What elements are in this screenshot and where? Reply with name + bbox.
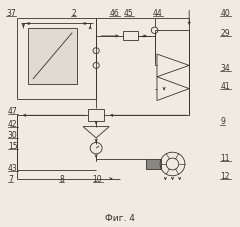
- Bar: [123, 32, 138, 41]
- Text: Фиг. 4: Фиг. 4: [105, 213, 135, 222]
- Bar: [88, 110, 104, 122]
- Text: 15: 15: [8, 142, 18, 151]
- Text: 10: 10: [93, 174, 102, 183]
- Text: 11: 11: [220, 153, 230, 162]
- Bar: [146, 160, 161, 169]
- Bar: [28, 29, 77, 84]
- Text: 42: 42: [8, 119, 18, 128]
- Text: 7: 7: [8, 174, 13, 183]
- Text: 9: 9: [220, 117, 225, 126]
- Text: 41: 41: [220, 82, 230, 91]
- Text: 44: 44: [153, 9, 163, 17]
- Text: 30: 30: [8, 131, 18, 139]
- Text: 43: 43: [8, 163, 18, 172]
- Text: 37: 37: [6, 9, 16, 17]
- Text: 47: 47: [8, 107, 18, 116]
- Text: 40: 40: [220, 9, 230, 17]
- Text: 12: 12: [220, 171, 230, 180]
- Text: 8: 8: [59, 174, 64, 183]
- Text: 29: 29: [220, 29, 230, 38]
- Text: 34: 34: [220, 64, 230, 73]
- Text: 45: 45: [124, 9, 133, 17]
- Text: 2: 2: [71, 9, 76, 17]
- Text: 46: 46: [109, 9, 119, 17]
